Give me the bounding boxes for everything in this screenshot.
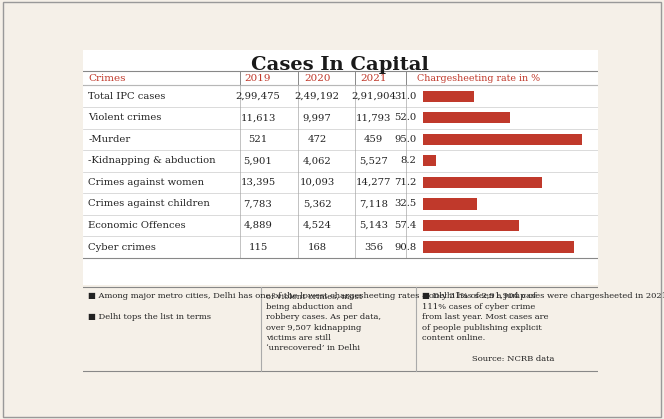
Text: Violent crimes: Violent crimes: [88, 113, 161, 122]
Text: 95.0: 95.0: [394, 135, 416, 144]
Text: Economic Offences: Economic Offences: [88, 221, 186, 230]
Text: 14,277: 14,277: [356, 178, 392, 187]
Text: 8.2: 8.2: [400, 156, 416, 166]
Text: 11,613: 11,613: [240, 113, 276, 122]
Text: ■ Delhi has seen a jump of
111% cases of cyber crime
from last year. Most cases : ■ Delhi has seen a jump of 111% cases of…: [422, 292, 554, 363]
FancyBboxPatch shape: [423, 220, 519, 231]
Text: -Murder: -Murder: [88, 135, 130, 144]
Text: 115: 115: [248, 243, 268, 251]
Text: 4,889: 4,889: [244, 221, 272, 230]
Text: 2021: 2021: [361, 74, 387, 83]
Text: 168: 168: [307, 243, 327, 251]
Text: Crimes against women: Crimes against women: [88, 178, 205, 187]
Text: Cases In Capital: Cases In Capital: [252, 56, 429, 74]
FancyBboxPatch shape: [423, 134, 582, 145]
FancyBboxPatch shape: [423, 91, 475, 102]
Text: of violent crimes, most
being abduction and
robbery cases. As per data,
over 9,5: of violent crimes, most being abduction …: [266, 292, 380, 352]
Text: 71.2: 71.2: [394, 178, 416, 187]
Text: 31.0: 31.0: [394, 92, 416, 101]
Text: 2,91,904: 2,91,904: [351, 92, 396, 101]
Text: 10,093: 10,093: [299, 178, 335, 187]
Text: Chargesheeting rate in %: Chargesheeting rate in %: [418, 74, 540, 83]
Text: 7,118: 7,118: [359, 199, 388, 208]
Text: 57.4: 57.4: [394, 221, 416, 230]
Text: 13,395: 13,395: [240, 178, 276, 187]
Text: 521: 521: [248, 135, 268, 144]
Text: 2019: 2019: [245, 74, 271, 83]
Text: Crimes against children: Crimes against children: [88, 199, 210, 208]
Text: 4,524: 4,524: [303, 221, 331, 230]
Text: 5,362: 5,362: [303, 199, 331, 208]
Text: 459: 459: [364, 135, 383, 144]
Text: Total IPC cases: Total IPC cases: [88, 92, 165, 101]
Text: 5,143: 5,143: [359, 221, 388, 230]
Text: 5,901: 5,901: [244, 156, 272, 166]
Text: 11,793: 11,793: [356, 113, 392, 122]
Text: 4,062: 4,062: [303, 156, 331, 166]
Text: 90.8: 90.8: [394, 243, 416, 251]
Text: -Kidnapping & abduction: -Kidnapping & abduction: [88, 156, 216, 166]
Text: ■ Among major metro cities, Delhi has one of the lowest chargesheeting rates – o: ■ Among major metro cities, Delhi has on…: [88, 292, 664, 321]
Text: 32.5: 32.5: [394, 199, 416, 208]
FancyBboxPatch shape: [423, 112, 509, 123]
FancyBboxPatch shape: [423, 241, 574, 253]
Text: 2,49,192: 2,49,192: [295, 92, 340, 101]
Text: 2,99,475: 2,99,475: [236, 92, 280, 101]
Text: 2020: 2020: [304, 74, 331, 83]
FancyBboxPatch shape: [423, 177, 542, 188]
Text: 7,783: 7,783: [244, 199, 272, 208]
FancyBboxPatch shape: [423, 198, 477, 210]
Text: 52.0: 52.0: [394, 113, 416, 122]
Text: 9,997: 9,997: [303, 113, 331, 122]
Text: Cyber crimes: Cyber crimes: [88, 243, 156, 251]
Text: Crimes: Crimes: [88, 74, 125, 83]
Text: 5,527: 5,527: [359, 156, 388, 166]
Text: 356: 356: [365, 243, 383, 251]
FancyBboxPatch shape: [423, 155, 436, 166]
Text: 472: 472: [307, 135, 327, 144]
